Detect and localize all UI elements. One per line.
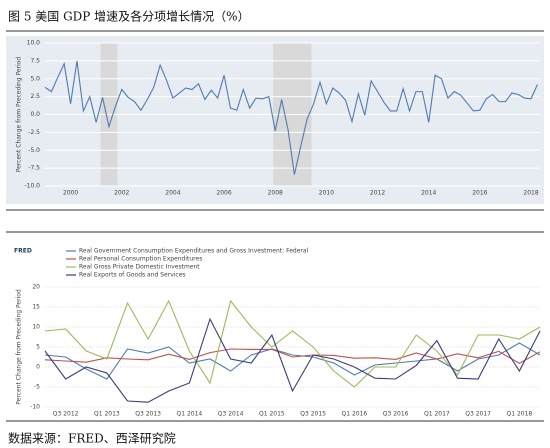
y-tick-label: -7.5 bbox=[28, 165, 40, 172]
y-tick-label: 7.5 bbox=[30, 57, 40, 64]
x-tick-label: Q3 2014 bbox=[218, 411, 244, 418]
x-tick-label: Q3 2013 bbox=[135, 411, 161, 418]
y-tick-label: 2.5 bbox=[30, 93, 40, 100]
y-axis-label: Percent Change from Preceding Period bbox=[16, 289, 23, 405]
figure-title: 图 5 美国 GDP 增速及各分项增长情况（%） bbox=[8, 9, 250, 24]
fred-logo: FRED bbox=[14, 248, 32, 255]
y-tick-label: 10 bbox=[32, 324, 40, 331]
x-tick-label: Q1 2018 bbox=[507, 411, 533, 418]
x-tick-label: 2002 bbox=[114, 190, 129, 197]
y-tick-label: -10.0 bbox=[24, 183, 40, 190]
x-tick-label: Q3 2016 bbox=[383, 411, 409, 418]
data-line bbox=[44, 342, 541, 380]
x-tick-label: Q1 2015 bbox=[259, 411, 285, 418]
legend-label: Real Gross Private Domestic Investment bbox=[79, 264, 200, 271]
y-tick-label: -10 bbox=[30, 404, 40, 411]
x-tick-label: 2008 bbox=[268, 190, 283, 197]
x-tick-label: Q1 2017 bbox=[424, 411, 450, 418]
x-tick-label: Q3 2017 bbox=[465, 411, 491, 418]
x-tick-label: Q1 2014 bbox=[177, 411, 203, 418]
x-tick-label: 2010 bbox=[319, 190, 334, 197]
x-tick-label: 2012 bbox=[370, 190, 385, 197]
y-tick-label: 5 bbox=[36, 344, 40, 351]
y-tick-label: -5.0 bbox=[28, 147, 40, 154]
x-tick-label: 2014 bbox=[421, 190, 436, 197]
x-tick-label: 2000 bbox=[63, 190, 78, 197]
x-tick-label: Q3 2015 bbox=[300, 411, 326, 418]
source-note: 数据来源：FRED、西泽研究院 bbox=[8, 431, 176, 446]
y-tick-label: 10.0 bbox=[27, 40, 41, 47]
x-tick-label: 2016 bbox=[472, 190, 487, 197]
y-tick-label: 15 bbox=[32, 304, 40, 311]
x-tick-label: 2006 bbox=[216, 190, 231, 197]
x-tick-label: Q1 2013 bbox=[94, 411, 120, 418]
y-tick-label: 0 bbox=[36, 364, 40, 371]
x-tick-label: 2018 bbox=[523, 190, 538, 197]
data-line bbox=[44, 299, 541, 388]
legend-label: Real Exports of Goods and Services bbox=[79, 272, 186, 279]
data-line bbox=[44, 348, 541, 365]
data-line bbox=[44, 60, 538, 175]
y-tick-label: -5 bbox=[34, 384, 40, 391]
y-axis-label: Percent Change from Preceding Period bbox=[16, 57, 23, 173]
x-tick-label: Q1 2016 bbox=[342, 411, 368, 418]
data-line bbox=[44, 317, 541, 403]
legend-label: Real Government Consumption Expenditures… bbox=[79, 248, 309, 255]
legend-label: Real Personal Consumption Expenditures bbox=[79, 256, 202, 263]
y-tick-label: 0.0 bbox=[30, 111, 40, 118]
y-tick-label: -2.5 bbox=[28, 129, 40, 136]
y-tick-label: 5.0 bbox=[30, 75, 40, 82]
x-tick-label: Q3 2012 bbox=[53, 411, 79, 418]
x-tick-label: 2004 bbox=[165, 190, 180, 197]
y-tick-label: 20 bbox=[32, 284, 40, 291]
